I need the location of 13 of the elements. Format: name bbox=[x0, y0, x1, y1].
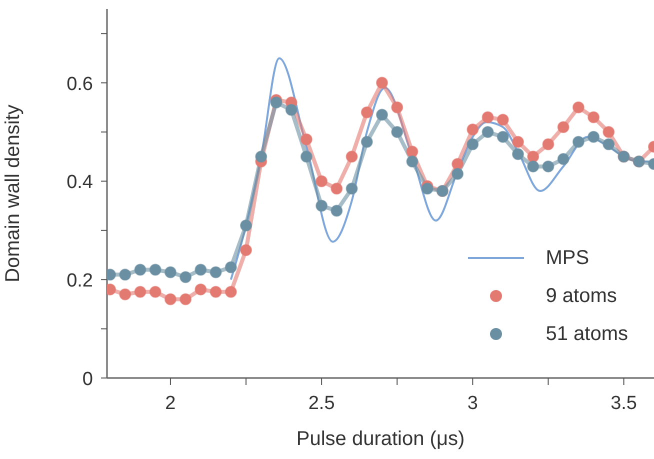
legend-label: 51 atoms bbox=[546, 322, 628, 346]
y-tick-label: 0 bbox=[82, 369, 93, 390]
y-tick-label: 0.6 bbox=[66, 74, 93, 95]
y-tick-label: 0.4 bbox=[66, 172, 94, 194]
x-tick-label: 3 bbox=[467, 393, 478, 414]
legend-label: 9 atoms bbox=[546, 284, 617, 308]
x-tick-label: 2 bbox=[165, 393, 176, 414]
x-axis-title: Pulse duration (μs) bbox=[296, 428, 465, 450]
y-tick-label: 0.2 bbox=[66, 270, 93, 292]
legend-label: MPS bbox=[546, 246, 590, 270]
y-axis-title: Domain wall density bbox=[2, 104, 24, 282]
x-tick-label: 3.5 bbox=[610, 393, 637, 414]
x-tick-label: 2.5 bbox=[308, 393, 335, 414]
